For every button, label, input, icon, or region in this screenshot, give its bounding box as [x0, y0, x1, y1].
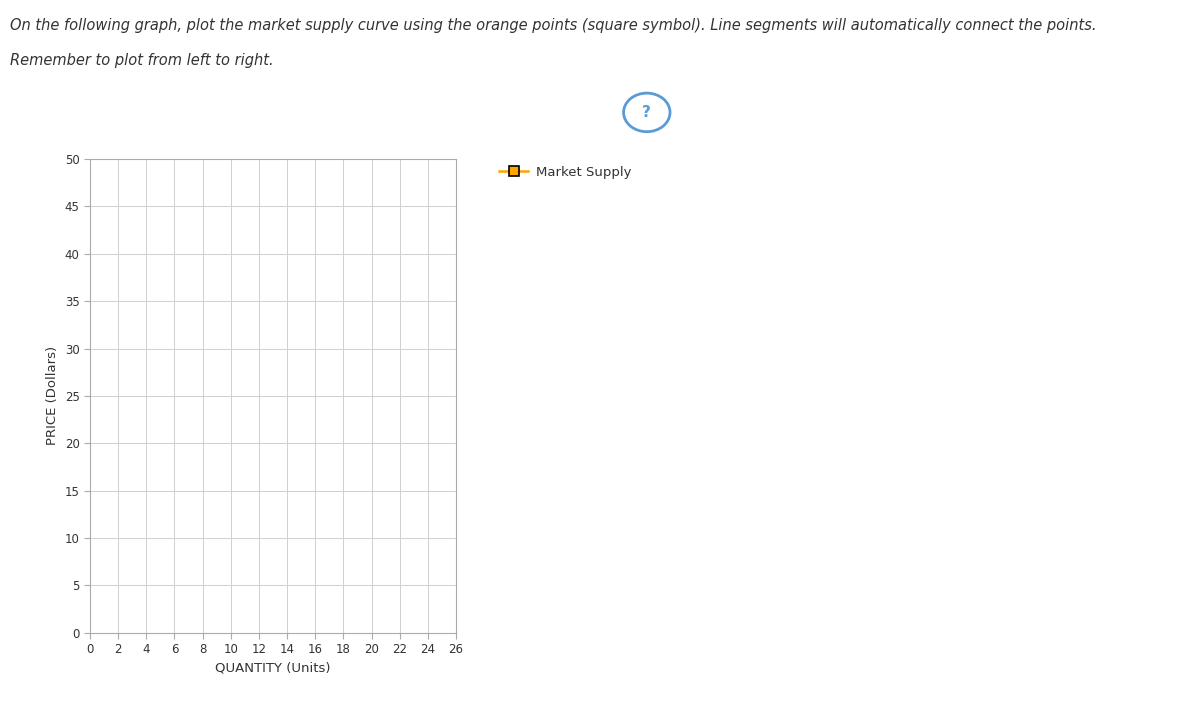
FancyBboxPatch shape: [35, 68, 684, 671]
Y-axis label: PRICE (Dollars): PRICE (Dollars): [46, 346, 59, 445]
Text: On the following graph, plot the market supply curve using the orange points (sq: On the following graph, plot the market …: [10, 18, 1096, 33]
Legend: Market Supply: Market Supply: [499, 165, 631, 179]
Text: ?: ?: [642, 105, 652, 120]
Text: Remember to plot from left to right.: Remember to plot from left to right.: [10, 53, 274, 68]
X-axis label: QUANTITY (Units): QUANTITY (Units): [215, 662, 331, 674]
